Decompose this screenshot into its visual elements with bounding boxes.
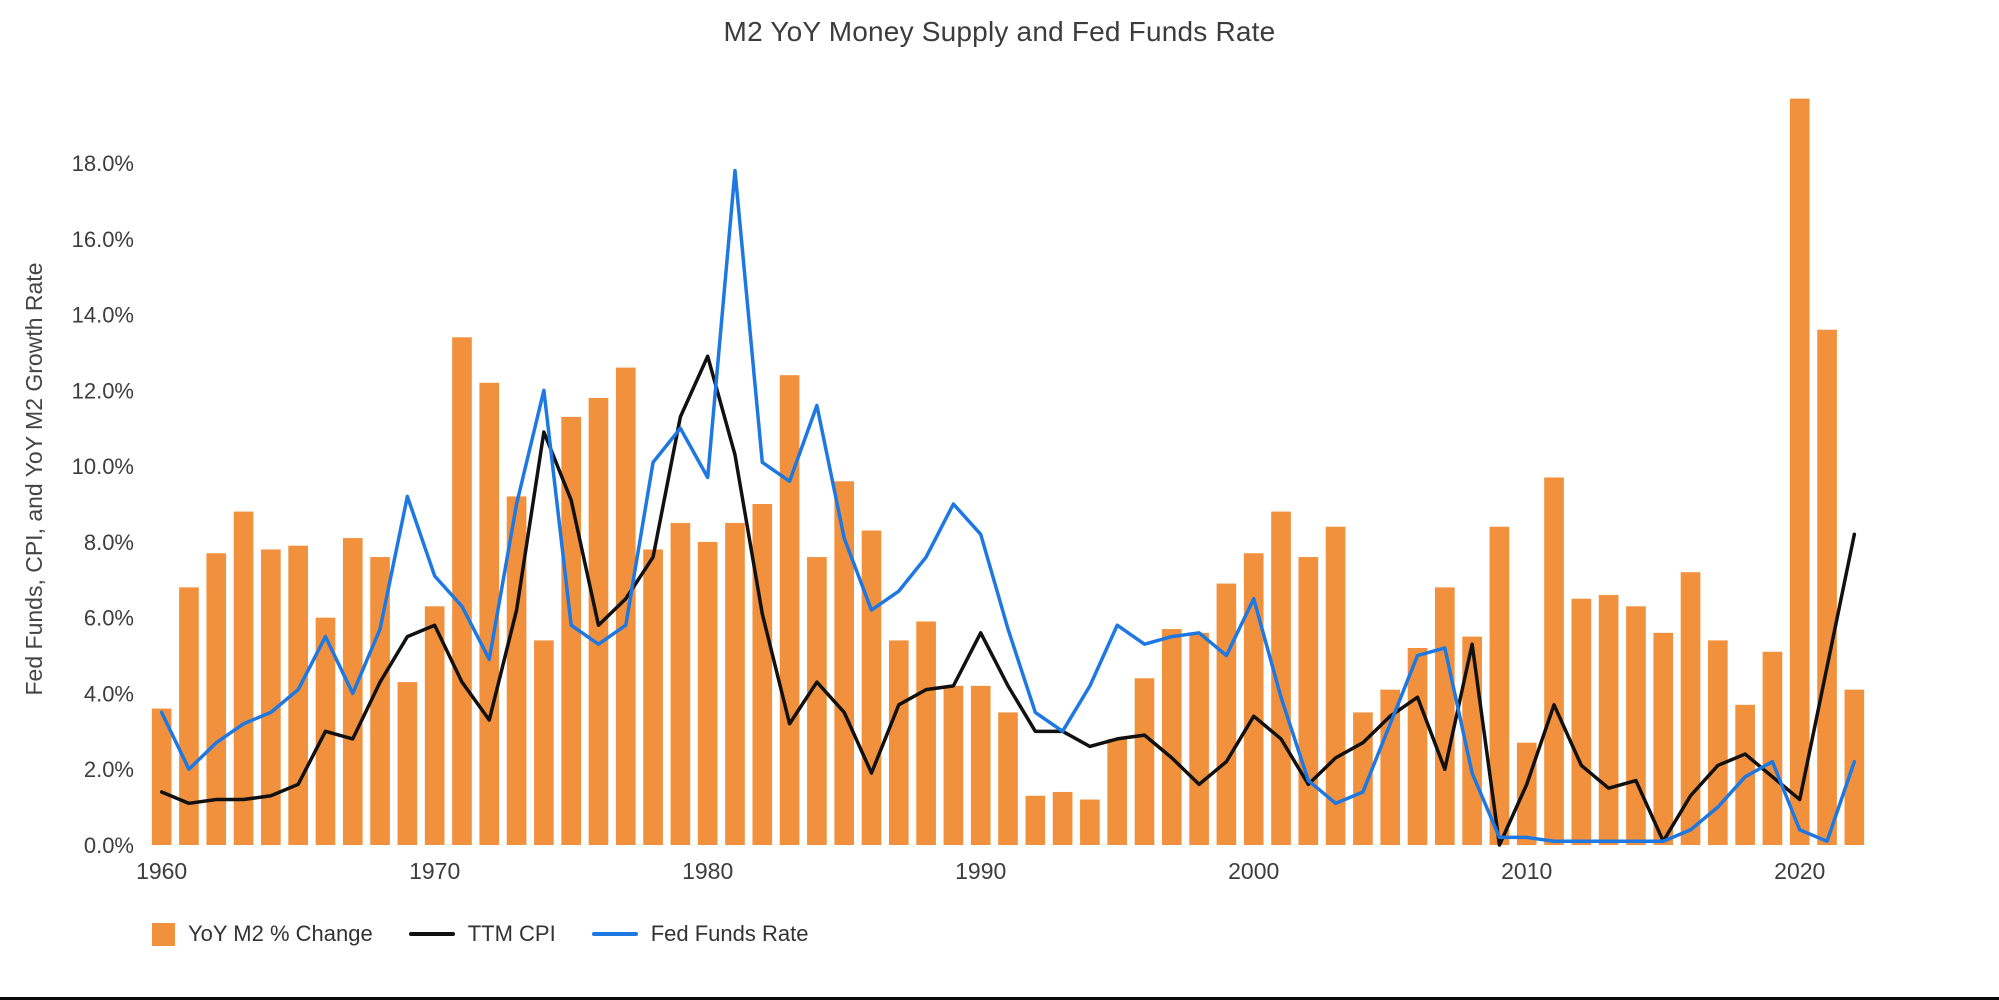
m2-bar <box>1243 553 1264 845</box>
m2-bar <box>670 522 691 845</box>
m2-bar <box>888 640 909 845</box>
y-axis-tick-labels: 0.0% 2.0% 4.0% 6.0% 8.0% 10.0% 12.0% 14.0% 16.0%… <box>72 151 134 858</box>
m2-bar <box>1434 587 1455 845</box>
m2-bar <box>1680 572 1701 845</box>
m2-bar <box>916 621 936 845</box>
m2-bar <box>534 640 554 845</box>
fed-funds-line-series <box>159 168 1857 843</box>
m2-bar <box>1598 594 1619 845</box>
legend-item-m2[interactable]: YoY M2 % Change <box>152 921 373 947</box>
x-tick-label: 1980 <box>682 858 733 884</box>
m2-bar <box>1052 791 1073 845</box>
m2-bar <box>1489 526 1510 845</box>
legend-label-cpi: TTM CPI <box>467 921 556 946</box>
m2-bar <box>943 685 964 845</box>
m2-bar <box>1571 598 1592 845</box>
m2-bar <box>479 382 500 845</box>
cpi-line-swatch-icon <box>408 932 455 936</box>
legend-item-fed[interactable]: Fed Funds Rate <box>591 921 809 947</box>
y-tick-label: 2.0% <box>84 757 134 782</box>
m2-bar <box>1134 678 1155 845</box>
m2-bar <box>370 557 390 845</box>
m2-bar <box>1080 799 1100 845</box>
m2-bar <box>807 557 827 845</box>
m2-bar <box>1407 647 1428 845</box>
m2-bar <box>1544 477 1564 845</box>
legend-item-cpi[interactable]: TTM CPI <box>408 921 556 947</box>
x-tick-label: 1960 <box>136 858 187 884</box>
m2-bar <box>1626 606 1646 845</box>
m2-bar <box>233 511 254 845</box>
m2-bar <box>1161 629 1182 845</box>
x-tick-label: 2020 <box>1774 858 1825 884</box>
m2-bar <box>397 682 418 845</box>
m2-bar <box>1189 632 1209 845</box>
m2-bar <box>1216 583 1237 845</box>
m2-bar <box>1271 511 1291 845</box>
m2-bar <box>424 606 445 845</box>
m2-bar <box>1298 557 1319 845</box>
y-tick-label: 0.0% <box>84 833 134 858</box>
m2-bar <box>1762 651 1783 845</box>
m2-bar <box>452 337 472 845</box>
m2-bar <box>834 481 855 845</box>
m2-bar <box>1844 689 1865 845</box>
x-tick-label: 2000 <box>1228 858 1279 884</box>
cpi-line-series <box>159 354 1857 847</box>
m2-bar <box>998 712 1018 845</box>
y-tick-label: 16.0% <box>72 227 134 252</box>
m2-bars-series <box>151 98 1865 846</box>
m2-bar <box>1653 632 1674 845</box>
m2-bar <box>288 545 308 845</box>
m2-bar <box>752 504 773 845</box>
m2-bar <box>206 553 227 845</box>
m2-bar <box>970 685 991 845</box>
m2-bar <box>725 522 745 845</box>
m2-bar <box>1789 98 1810 846</box>
m2-bar <box>179 587 199 845</box>
x-tick-label: 2010 <box>1501 858 1552 884</box>
m2-bar <box>1817 329 1837 845</box>
y-tick-label: 18.0% <box>72 151 134 176</box>
y-tick-label: 10.0% <box>72 454 134 479</box>
y-tick-label: 8.0% <box>84 530 134 555</box>
m2-bar <box>779 375 800 845</box>
y-tick-label: 4.0% <box>84 681 134 706</box>
chart-legend: YoY M2 % Change TTM CPI Fed Funds Rate <box>152 921 808 947</box>
y-tick-label: 12.0% <box>72 378 134 403</box>
y-tick-label: 6.0% <box>84 606 134 631</box>
m2-bar <box>151 708 172 845</box>
x-tick-label: 1970 <box>409 858 460 884</box>
m2-bar <box>1025 795 1046 845</box>
m2-bar <box>861 530 882 845</box>
legend-label-m2: YoY M2 % Change <box>188 921 373 946</box>
x-tick-label: 1990 <box>955 858 1006 884</box>
legend-label-fed: Fed Funds Rate <box>650 921 809 946</box>
m2-bar <box>1708 640 1728 845</box>
m2-bar <box>643 549 663 845</box>
m2-bar <box>1516 742 1537 845</box>
m2-bar <box>1380 689 1401 845</box>
m2-bar <box>261 549 281 845</box>
m2-bar <box>1325 526 1346 845</box>
y-tick-label: 14.0% <box>72 303 134 328</box>
m2-bar-swatch-icon <box>152 922 175 946</box>
x-axis-tick-labels: 1960 1970 1980 1990 2000 2010 2020 <box>136 858 1825 884</box>
m2-bar <box>1107 738 1128 845</box>
fed-funds-line-swatch-icon <box>591 932 638 936</box>
m2-bar <box>697 541 718 845</box>
chart-title: M2 YoY Money Supply and Fed Funds Rate <box>723 16 1276 47</box>
m2-bar <box>615 367 636 845</box>
